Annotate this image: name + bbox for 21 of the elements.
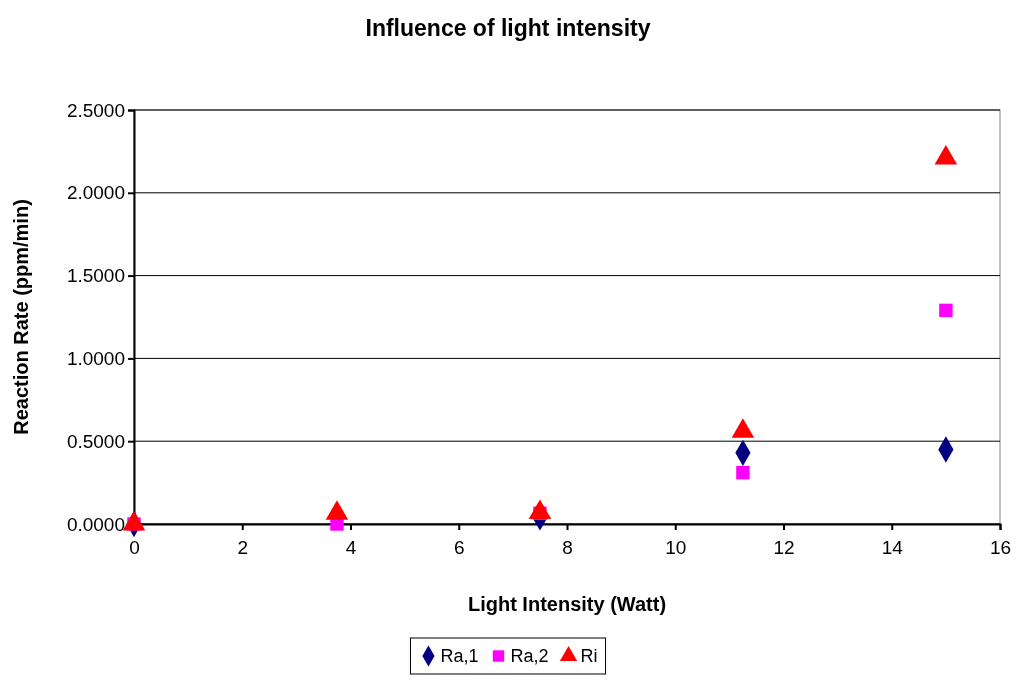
x-tick-label: 16 bbox=[989, 536, 1012, 558]
x-tick-label: 4 bbox=[345, 536, 357, 558]
chart-title: Influence of light intensity bbox=[365, 15, 651, 41]
legend-label: Ra,1 bbox=[440, 646, 479, 666]
legend-label: Ra,2 bbox=[510, 646, 549, 666]
x-tick-label: 10 bbox=[665, 536, 687, 558]
x-tick-label: 0 bbox=[129, 536, 140, 558]
x-tick-label: 12 bbox=[773, 536, 795, 558]
y-tick-label: 0.5000 bbox=[66, 430, 125, 452]
y-tick-label: 2.0000 bbox=[66, 182, 125, 204]
x-tick-label: 8 bbox=[562, 536, 573, 558]
x-tick-label: 6 bbox=[453, 536, 465, 558]
legend-label: Ri bbox=[580, 646, 598, 666]
y-tick-label: 1.5000 bbox=[66, 265, 125, 287]
y-axis-title: Reaction Rate (ppm/min) bbox=[10, 199, 32, 435]
x-tick-label: 2 bbox=[237, 536, 249, 558]
x-axis-title: Light Intensity (Watt) bbox=[467, 593, 667, 615]
y-tick-label: 2.5000 bbox=[66, 99, 125, 121]
y-tick-label: 0.0000 bbox=[66, 513, 125, 535]
x-tick-label: 14 bbox=[881, 536, 904, 558]
y-tick-label: 1.0000 bbox=[66, 347, 125, 369]
